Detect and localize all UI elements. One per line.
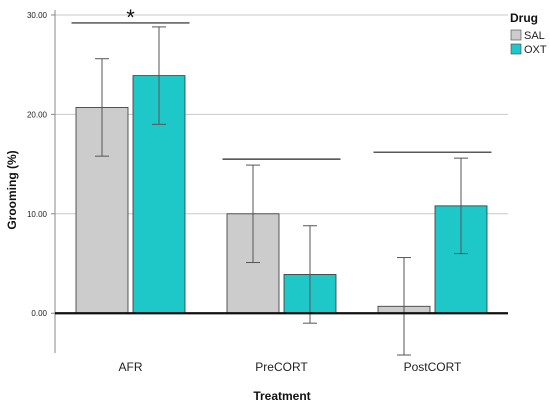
error-bar	[303, 225, 317, 324]
comparison-lines: *	[71, 5, 492, 160]
error-bar	[454, 157, 468, 255]
category-labels: AFR PreCORT PostCORT	[119, 360, 463, 374]
error-bar	[152, 26, 166, 125]
y-tick-labels: 0.00 10.00 20.00 30.00	[27, 11, 55, 318]
error-bars	[95, 26, 468, 356]
significance-marker: *	[126, 5, 135, 30]
x-tick-label: PostCORT	[404, 360, 462, 374]
y-tick-label: 0.00	[31, 309, 47, 318]
x-tick-label: PreCORT	[255, 360, 308, 374]
y-tick-label: 10.00	[27, 210, 48, 219]
legend-label-sal: SAL	[524, 30, 545, 42]
y-tick-label: 30.00	[27, 11, 48, 20]
legend-swatch-sal	[510, 29, 522, 41]
legend-label-oxt: OXT	[524, 44, 547, 56]
legend-title: Drug	[510, 11, 538, 25]
y-axis-title: Grooming (%)	[5, 150, 19, 229]
error-bar	[246, 164, 260, 264]
legend: Drug SAL OXT	[510, 11, 547, 56]
legend-swatch-oxt	[510, 43, 522, 55]
x-tick-label: AFR	[119, 360, 143, 374]
error-bar	[397, 257, 411, 356]
axes	[54, 10, 508, 353]
grid-lines	[55, 14, 508, 215]
error-bar	[95, 58, 109, 157]
x-axis-title: Treatment	[253, 389, 310, 403]
bars	[75, 75, 488, 314]
y-tick-label: 20.00	[27, 110, 48, 119]
